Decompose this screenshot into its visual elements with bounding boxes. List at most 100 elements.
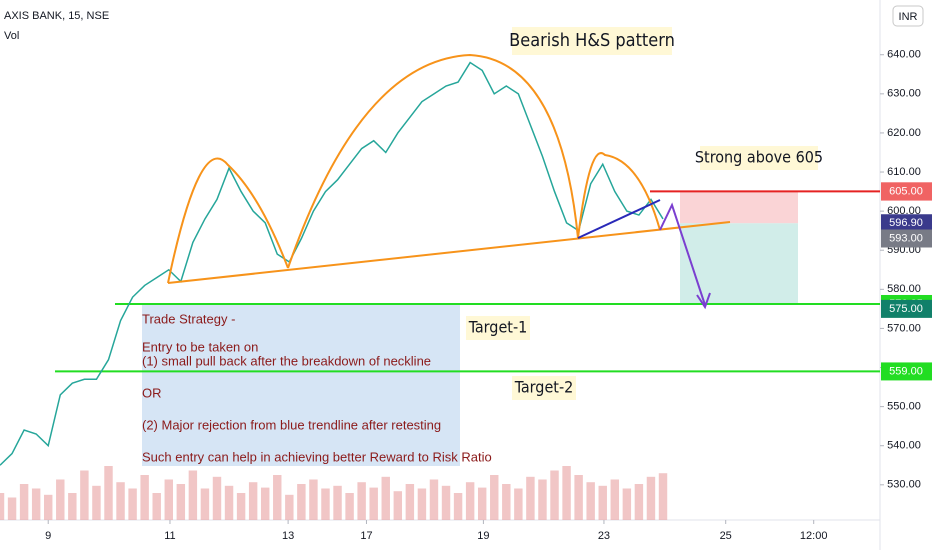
- note-bg: [700, 146, 818, 170]
- x-tick-label: 23: [598, 530, 610, 542]
- volume-bar: [514, 488, 523, 520]
- volume-bar: [68, 493, 77, 520]
- y-tick-label: 550.00: [887, 401, 921, 413]
- target1-note: Target-1: [468, 318, 528, 337]
- price-badge: [881, 362, 932, 381]
- volume-bar: [622, 488, 632, 520]
- x-tick-label: 9: [45, 530, 51, 542]
- volume-bar: [526, 476, 535, 520]
- strategy-line: OR: [142, 385, 162, 400]
- price-badge-label: 593.00: [889, 232, 923, 244]
- x-tick-label: 17: [360, 530, 372, 542]
- volume-bar: [19, 484, 29, 520]
- note-bg: [466, 316, 530, 340]
- x-tick-label: 13: [282, 530, 294, 542]
- strategy-line: Such entry can help in achieving better …: [142, 449, 492, 464]
- note-bg: [512, 376, 576, 400]
- volume-bar: [7, 497, 17, 520]
- strong-note: Strong above 605: [695, 148, 823, 167]
- volume-bar: [104, 466, 113, 520]
- volume-bar: [176, 484, 186, 520]
- note-bg: [512, 27, 672, 55]
- volume-bar: [212, 476, 222, 520]
- volume-bar: [562, 466, 571, 520]
- volume-bar: [465, 482, 475, 520]
- trendline: [577, 199, 661, 239]
- volume-bar: [260, 487, 270, 520]
- price-badge: [881, 182, 932, 201]
- volume-bar: [44, 494, 53, 520]
- volume-bar: [236, 493, 246, 520]
- volume-bar: [116, 482, 125, 520]
- volume-bar: [297, 484, 306, 520]
- pattern-note: Bearish H&S pattern: [509, 30, 675, 51]
- volume-bar: [345, 493, 354, 520]
- volume-bar: [128, 488, 137, 520]
- risk-box: [680, 191, 798, 224]
- price-badge-label: 596.90: [889, 217, 923, 229]
- volume-bar: [224, 485, 234, 520]
- volume-bar: [321, 488, 330, 520]
- price-badge: [881, 214, 932, 233]
- right-shoulder: [577, 152, 661, 239]
- volume-bar: [56, 479, 65, 520]
- neckline: [167, 221, 731, 284]
- volume-bar: [453, 493, 463, 520]
- volume-bar: [477, 487, 487, 520]
- price-badge: [881, 299, 932, 318]
- currency[interactable]: INR: [899, 11, 918, 23]
- price-badge-label: 605.00: [889, 185, 923, 197]
- chart-title: AXIS BANK, 15, NSE: [4, 10, 109, 22]
- y-tick-label: 640.00: [887, 49, 921, 61]
- y-tick-label: 600.00: [887, 205, 921, 217]
- volume-bar: [188, 470, 198, 520]
- volume-bar: [586, 482, 595, 520]
- head: [287, 53, 579, 269]
- strategy-line: (2) Major rejection from blue trendline …: [142, 417, 441, 432]
- strategy-box: [142, 305, 460, 466]
- volume-bar: [658, 473, 668, 520]
- volume-bar: [405, 484, 415, 520]
- currency-badge[interactable]: [892, 5, 924, 27]
- volume-bar: [550, 470, 559, 520]
- arrow-head: [696, 292, 711, 310]
- volume-bar: [393, 491, 403, 520]
- x-tick-label: 12:00: [800, 530, 828, 542]
- volume-bar: [200, 488, 210, 520]
- volume-bar: [273, 475, 282, 520]
- strategy-line: Entry to be taken on: [142, 339, 258, 354]
- price-line: [0, 61, 664, 466]
- volume-bar: [164, 479, 173, 520]
- y-tick-label: 540.00: [887, 440, 921, 452]
- subtitle: Vol: [4, 30, 19, 42]
- strategy-line: Trade Strategy -: [142, 311, 235, 326]
- volume-bar: [429, 479, 439, 520]
- y-tick-label: 630.00: [887, 88, 921, 100]
- volume-bar: [0, 493, 5, 520]
- volume-bar: [80, 470, 89, 520]
- volume-bar: [31, 488, 41, 520]
- x-tick-label: 19: [477, 530, 489, 542]
- x-tick-label: 25: [720, 530, 732, 542]
- volume-bar: [285, 494, 294, 520]
- y-tick-label: 610.00: [887, 166, 921, 178]
- y-tick-label: 620.00: [887, 127, 921, 139]
- volume-bar: [502, 484, 511, 520]
- volume-bar: [490, 475, 499, 520]
- y-tick-label: 580.00: [887, 283, 921, 295]
- volume-bar: [152, 493, 161, 520]
- volume-bar: [538, 479, 547, 520]
- volume-bar: [381, 476, 390, 520]
- price-badge: [881, 229, 932, 248]
- volume-bar: [646, 476, 656, 520]
- volume-bar: [441, 485, 451, 520]
- volume-bar: [417, 488, 427, 520]
- volume-bar: [357, 482, 366, 520]
- volume-bar: [333, 485, 342, 520]
- volume-bar: [610, 479, 620, 520]
- x-tick-label: 11: [164, 530, 175, 542]
- reward-box: [680, 223, 798, 304]
- volume-bar: [634, 484, 644, 520]
- left-shoulder: [167, 157, 289, 284]
